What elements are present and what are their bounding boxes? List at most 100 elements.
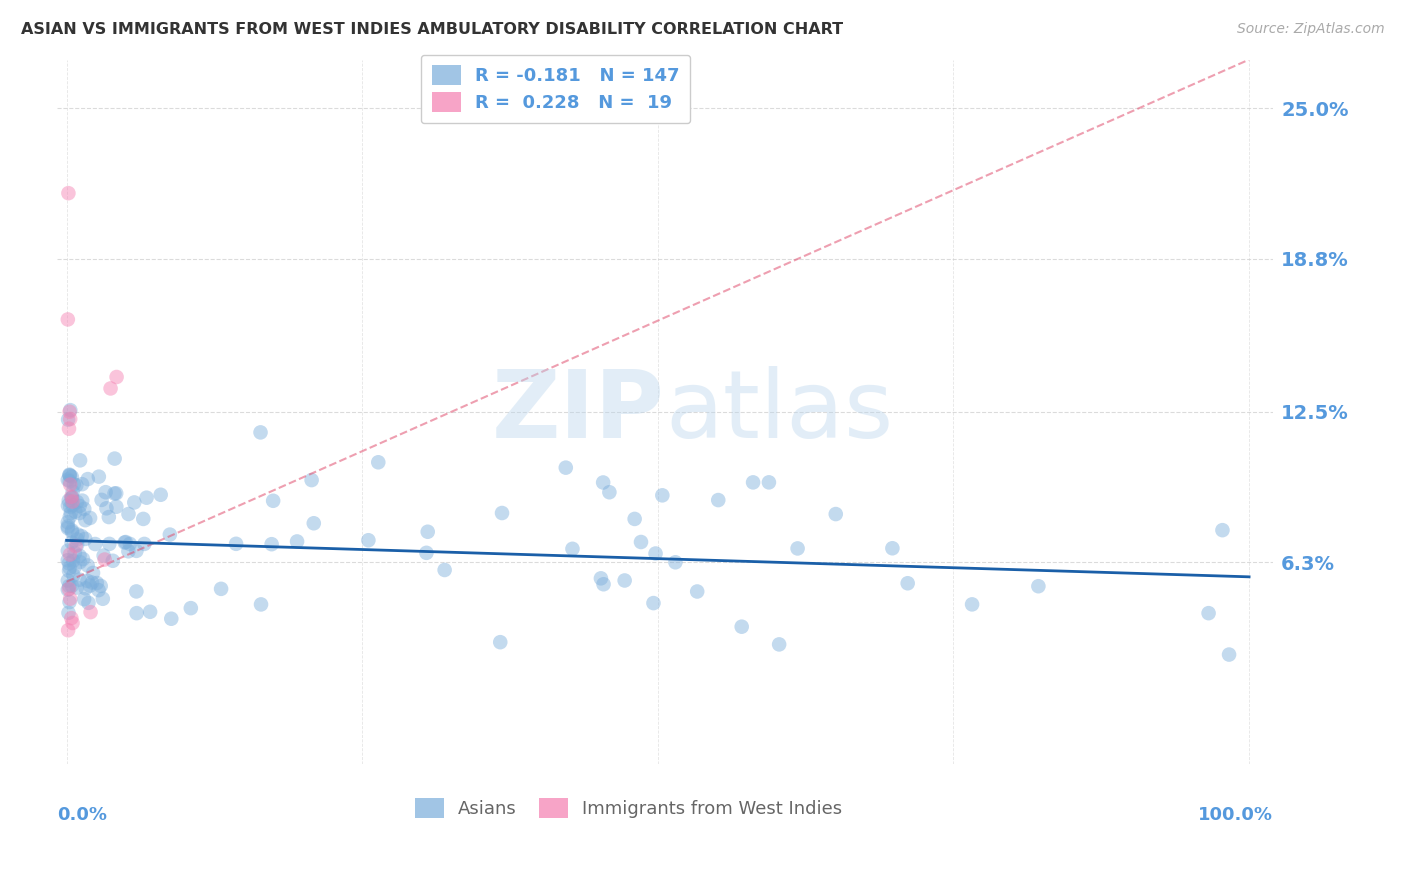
Point <box>707 493 730 508</box>
Point <box>592 475 614 490</box>
Point <box>56 515 79 529</box>
Point <box>285 534 308 549</box>
Text: ZIP: ZIP <box>492 366 665 458</box>
Point <box>79 511 101 525</box>
Point <box>60 469 83 483</box>
Point <box>69 499 91 513</box>
Point <box>59 500 82 514</box>
Point <box>58 582 80 596</box>
Point <box>58 564 80 578</box>
Point <box>58 186 80 201</box>
Point <box>824 507 846 521</box>
Point <box>357 533 380 548</box>
Point <box>56 574 79 588</box>
Point <box>416 524 439 539</box>
Point <box>489 635 512 649</box>
Point <box>250 598 273 612</box>
Point <box>118 537 141 551</box>
Point <box>59 468 82 483</box>
Point <box>643 596 665 610</box>
Point <box>59 477 82 491</box>
Point <box>59 509 82 524</box>
Point <box>768 637 790 651</box>
Point <box>73 501 96 516</box>
Point <box>554 460 576 475</box>
Point <box>65 539 87 553</box>
Point <box>62 484 84 499</box>
Point <box>124 495 146 509</box>
Point <box>58 468 80 483</box>
Point <box>651 488 673 502</box>
Point <box>69 573 91 587</box>
Point <box>66 581 89 595</box>
Point <box>58 493 80 508</box>
Point <box>60 579 83 593</box>
Point <box>59 561 82 575</box>
Point <box>125 544 148 558</box>
Point <box>59 548 82 562</box>
Point <box>59 475 82 489</box>
Point <box>69 453 91 467</box>
Point <box>75 513 97 527</box>
Text: 100.0%: 100.0% <box>1198 806 1272 824</box>
Point <box>960 598 983 612</box>
Point <box>114 535 136 549</box>
Point <box>209 582 232 596</box>
Point <box>56 553 79 567</box>
Point <box>96 501 118 516</box>
Point <box>1218 648 1240 662</box>
Text: 0.0%: 0.0% <box>58 806 107 824</box>
Point <box>134 537 156 551</box>
Point <box>58 606 80 620</box>
Point <box>67 506 90 520</box>
Point <box>262 493 284 508</box>
Point <box>56 412 79 426</box>
Point <box>56 312 79 326</box>
Point <box>65 478 87 492</box>
Point <box>58 405 80 419</box>
Point <box>1198 606 1220 620</box>
Point <box>62 498 84 512</box>
Point <box>82 566 104 580</box>
Point <box>105 500 128 514</box>
Point <box>60 490 83 504</box>
Point <box>63 546 86 560</box>
Point <box>90 579 112 593</box>
Point <box>644 547 666 561</box>
Text: Source: ZipAtlas.com: Source: ZipAtlas.com <box>1237 22 1385 37</box>
Point <box>70 529 93 543</box>
Point <box>589 571 612 585</box>
Point <box>80 575 103 590</box>
Point <box>135 491 157 505</box>
Point <box>105 370 128 384</box>
Point <box>139 605 162 619</box>
Point <box>63 560 86 574</box>
Point <box>62 554 84 568</box>
Point <box>125 606 148 620</box>
Point <box>159 527 181 541</box>
Point <box>69 555 91 569</box>
Legend: Asians, Immigrants from West Indies: Asians, Immigrants from West Indies <box>408 791 849 825</box>
Point <box>56 582 79 597</box>
Point <box>491 506 513 520</box>
Point <box>60 524 83 538</box>
Point <box>75 582 97 596</box>
Point <box>101 554 124 568</box>
Point <box>60 491 83 505</box>
Point <box>367 455 389 469</box>
Point <box>302 516 325 531</box>
Point <box>59 591 82 606</box>
Point <box>132 512 155 526</box>
Point <box>249 425 271 440</box>
Point <box>1028 579 1050 593</box>
Point <box>56 543 79 558</box>
Point <box>79 605 101 619</box>
Point <box>882 541 904 556</box>
Point <box>79 579 101 593</box>
Point <box>93 549 115 563</box>
Point <box>125 584 148 599</box>
Point <box>592 577 614 591</box>
Point <box>301 473 323 487</box>
Point <box>62 494 84 508</box>
Point <box>62 568 84 582</box>
